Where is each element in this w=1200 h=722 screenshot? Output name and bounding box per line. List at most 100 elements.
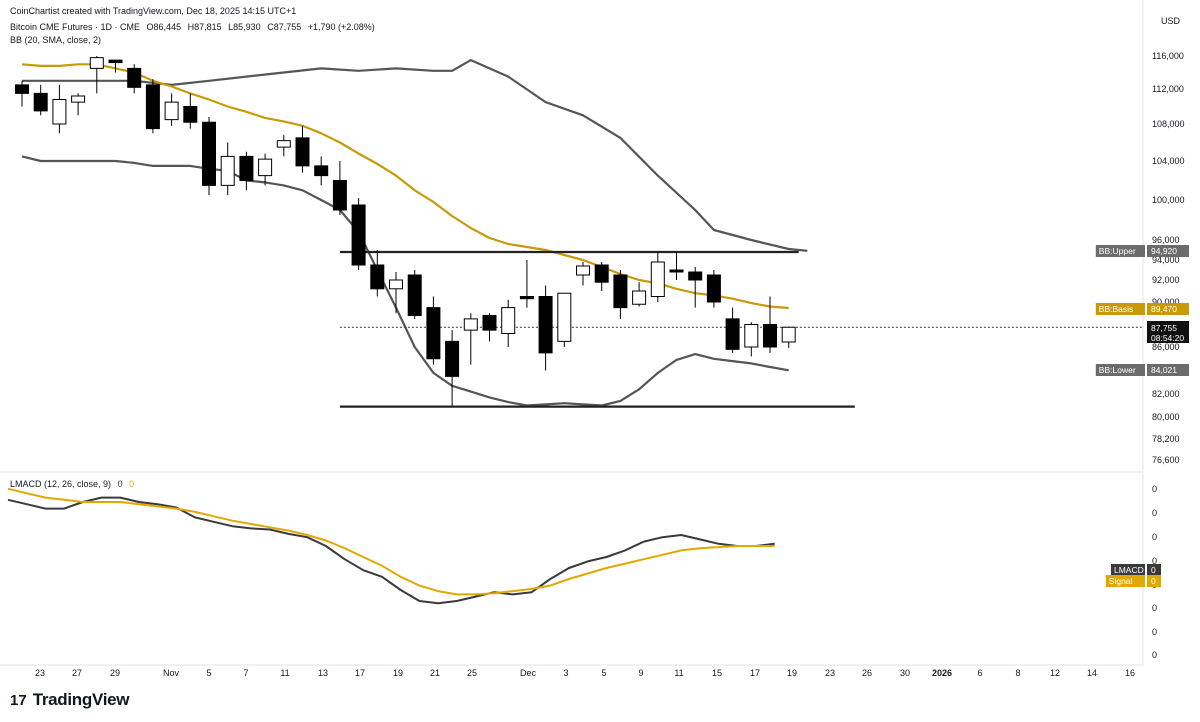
time-tick-label: Nov (163, 668, 180, 678)
bb-basis-tag-title-bg (1095, 303, 1145, 315)
price-tick-label: 104,000 (1152, 156, 1185, 166)
candle-up-body (557, 292, 572, 342)
signal-tag-title: Signal (1109, 576, 1133, 586)
time-tick-label: 9 (638, 668, 643, 678)
price-tick-label: 80,000 (1152, 412, 1180, 422)
macd-indicator-title[interactable]: LMACD (12, 26, close, 9) 0 0 (10, 479, 138, 489)
candle-down-body (669, 269, 684, 273)
candle-up-body (389, 279, 403, 290)
candle (407, 270, 422, 319)
macd-tick-label: 0 (1152, 508, 1157, 518)
bb-basis-tag-value: 89,470 (1151, 304, 1177, 314)
macd-tag-value: 0 (1151, 565, 1156, 575)
candle (725, 307, 740, 353)
candle (426, 296, 441, 365)
candle-up-body (276, 140, 291, 148)
tradingview-wordmark: TradingView (32, 690, 130, 709)
candle-up-body (781, 326, 796, 343)
candle (688, 267, 703, 308)
signal-tag-value-bg (1147, 575, 1161, 587)
price-tick-label: 82,000 (1152, 389, 1180, 399)
time-tick-label: 11 (674, 668, 683, 678)
price-tick-label: 86,000 (1152, 342, 1180, 352)
macd-tick-label: 0 (1152, 603, 1157, 613)
candle (15, 80, 29, 107)
price-tick-label: 100,000 (1152, 195, 1185, 205)
candle-down-body (295, 137, 310, 167)
time-tick-label: 30 (900, 668, 910, 678)
grid (0, 0, 1144, 666)
open-value: O86,445 (146, 22, 182, 32)
candle (538, 285, 553, 371)
candle-down-body (127, 67, 142, 88)
bb-upper-line (22, 59, 808, 252)
time-tick-label: 25 (467, 668, 477, 678)
macd-value-2: 0 (129, 479, 135, 489)
signal-tag-title-bg (1105, 575, 1145, 587)
low-value: L85,930 (228, 22, 261, 32)
candle-down-body (519, 296, 534, 300)
candle (295, 125, 310, 173)
bb-basis-tag-title: BB:Basis (1099, 304, 1134, 314)
change-value: +1,790 (+2.08%) (307, 22, 375, 32)
candle (613, 270, 628, 319)
candle (276, 135, 291, 157)
time-tick-label: 12 (1050, 668, 1060, 678)
candle (389, 272, 403, 314)
time-tick-label: 19 (787, 668, 797, 678)
candle-down-body (351, 204, 366, 266)
macd-tag-title-bg (1111, 564, 1145, 576)
candle-up-body (258, 158, 273, 177)
candle (594, 262, 609, 291)
candle-up-body (52, 99, 67, 125)
candle-up-body (89, 57, 104, 69)
price-tick-label: 94,000 (1152, 255, 1180, 265)
macd-tick-label: 0 (1152, 627, 1157, 637)
candle-down-body (763, 324, 777, 348)
candle (145, 79, 160, 134)
candle (632, 282, 647, 307)
signal-tag: Signal 0 (1105, 575, 1161, 587)
chart-credit: CoinChartist created with TradingView.co… (10, 6, 297, 16)
candle-up-body (650, 261, 665, 297)
time-tick-label: 3 (563, 668, 568, 678)
price-tick-label: 108,000 (1152, 119, 1185, 129)
macd-tag-value-bg (1147, 564, 1161, 576)
macd-tag-title: LMACD (1114, 565, 1144, 575)
candle-up-body (71, 95, 86, 103)
candle-down-body (202, 121, 216, 186)
candle (71, 93, 86, 116)
candle-up-body (501, 307, 516, 334)
candle-down-body (370, 264, 385, 290)
symbol-name[interactable]: Bitcoin CME Futures · 1D · CME (10, 22, 141, 32)
bb-upper-tag: BB:Upper 94,920 (1095, 245, 1189, 257)
candle (239, 151, 254, 191)
tradingview-mark-icon: 17 (10, 691, 27, 709)
candle-down-body (706, 274, 721, 303)
last-price-bg (1147, 321, 1189, 343)
price-pane (15, 56, 1143, 408)
candle-down-body (314, 165, 329, 177)
candle (183, 93, 198, 129)
candle-down-body (145, 84, 160, 130)
candle-down-body (445, 340, 460, 377)
close-value: C87,755 (267, 22, 302, 32)
candle (706, 270, 721, 308)
macd-line (7, 496, 775, 605)
candle (164, 93, 179, 126)
bb-indicator-label[interactable]: BB (20, SMA, close, 2) (10, 35, 102, 45)
signal-line (7, 487, 775, 596)
macd-tick-label: 0 (1152, 532, 1157, 542)
candle-down-body (108, 59, 123, 64)
candle (763, 296, 777, 353)
candle-up-body (744, 324, 759, 348)
tradingview-logo[interactable]: 17 TradingView (10, 690, 130, 710)
time-tick-label: 5 (206, 668, 211, 678)
time-tick-label: 13 (318, 668, 328, 678)
candle (33, 84, 48, 116)
axes: 116,000 112,000 108,000 104,000 100,000 96,00… (35, 51, 1189, 678)
bb-lower-tag-value-bg (1147, 364, 1189, 376)
price-tick-label: 116,000 (1152, 51, 1184, 61)
